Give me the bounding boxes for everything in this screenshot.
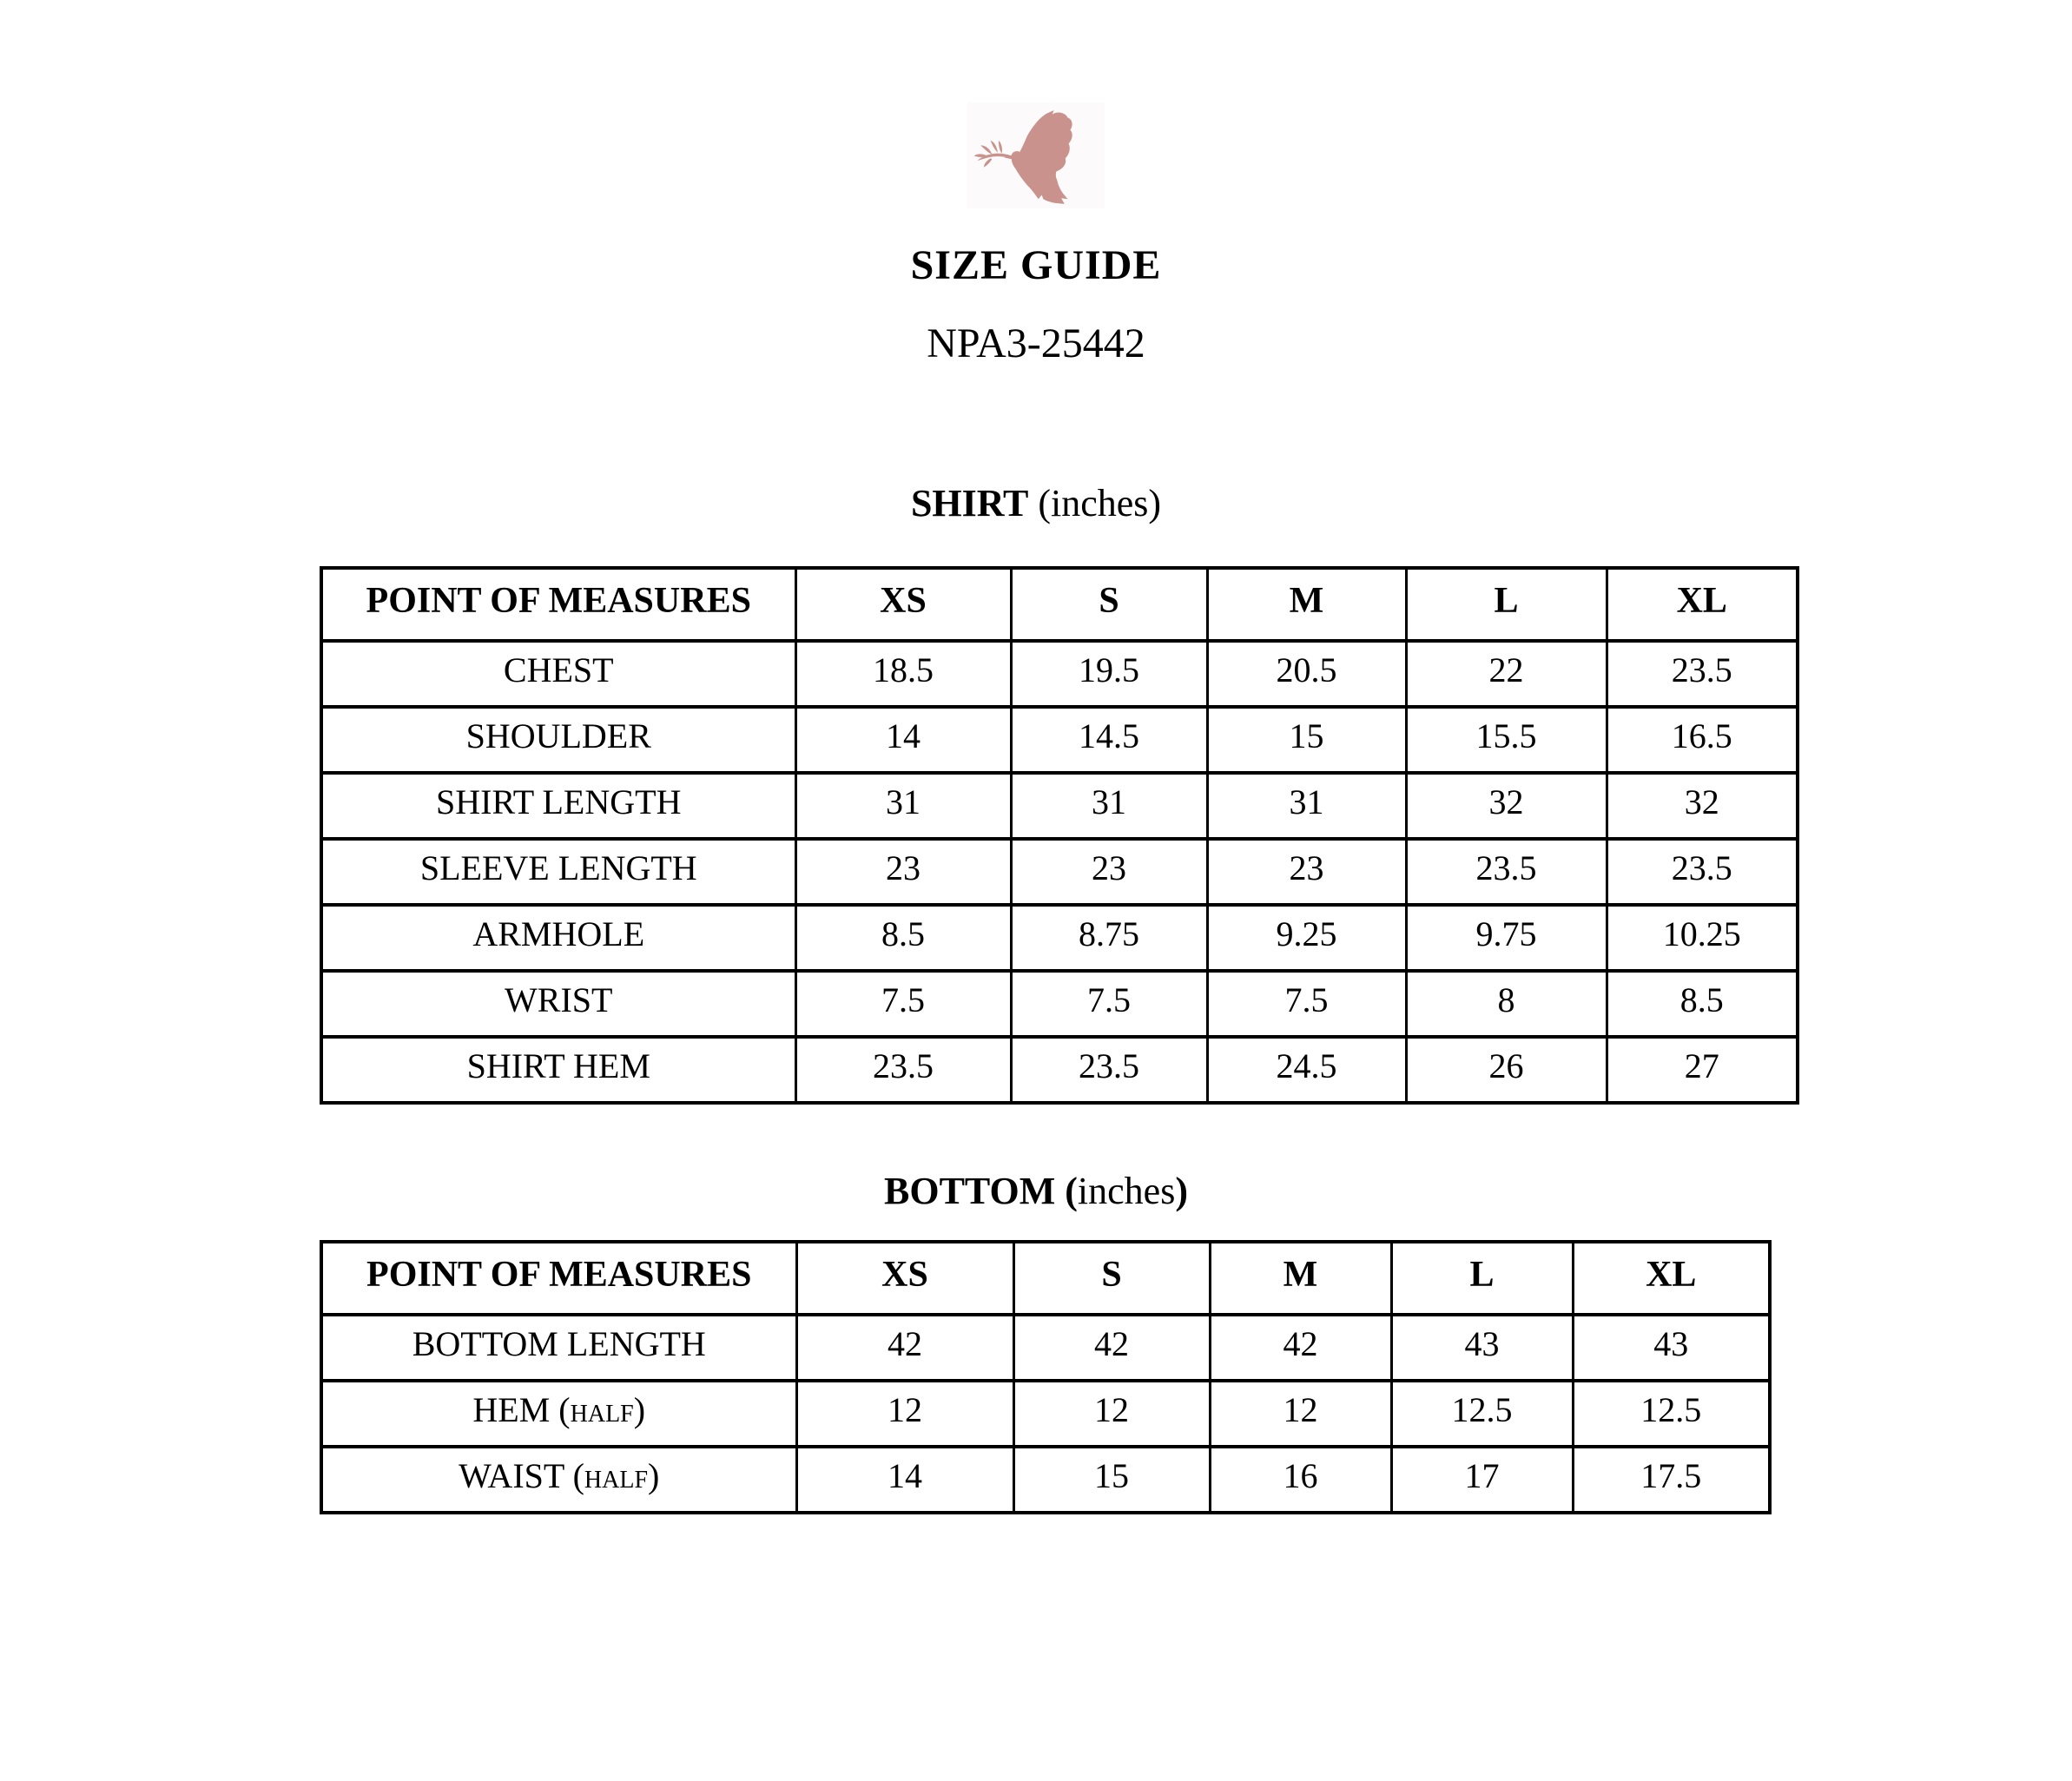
measure-value: 42 [1208, 1313, 1393, 1382]
measure-value: 7.5 [1009, 969, 1209, 1039]
measure-value: 14.5 [1009, 705, 1209, 775]
table-row: ARMHOLE 8.5 8.75 9.25 9.75 10.25 [320, 903, 1799, 973]
measure-value: 17.5 [1571, 1445, 1772, 1514]
table-row: CHEST 18.5 19.5 20.5 22 23.5 [320, 639, 1799, 709]
bottom-heading-bold-end: ) [1175, 1170, 1188, 1212]
measure-value: 12 [795, 1379, 1015, 1448]
column-header: S [1012, 1240, 1211, 1316]
table-row: HEM (HALF) 12 12 12 12.5 12.5 [320, 1379, 1772, 1448]
measure-value: 8.75 [1009, 903, 1209, 973]
bottom-heading-bold: BOTTOM ( [884, 1170, 1078, 1212]
measure-value: 12.5 [1571, 1379, 1772, 1448]
measure-value: 43 [1571, 1313, 1772, 1382]
measure-value: 7.5 [1205, 969, 1408, 1039]
brand-logo [967, 102, 1105, 208]
measure-value: 23 [794, 837, 1013, 907]
measure-value: 9.25 [1205, 903, 1408, 973]
shirt-section-heading: SHIRT (inches) [0, 479, 2072, 528]
measure-value: 23.5 [1605, 639, 1799, 709]
table-header-row: POINT OF MEASURES XS S M L XL [320, 1240, 1772, 1316]
measure-value: 27 [1605, 1035, 1799, 1105]
measure-value: 23.5 [794, 1035, 1013, 1105]
measure-value: 9.75 [1404, 903, 1608, 973]
measure-label: SHOULDER [320, 705, 797, 775]
measure-value: 24.5 [1205, 1035, 1408, 1105]
measure-label: SLEEVE LENGTH [320, 837, 797, 907]
measure-label: WAIST (HALF) [320, 1445, 798, 1514]
measure-value: 14 [794, 705, 1013, 775]
shirt-heading-units: (inches) [1028, 482, 1162, 524]
table-header-row: POINT OF MEASURES XS S M L XL [320, 566, 1799, 643]
measure-value: 31 [1205, 771, 1408, 841]
measure-value: 32 [1404, 771, 1608, 841]
measure-value: 15 [1012, 1445, 1211, 1514]
measure-label: WRIST [320, 969, 797, 1039]
measure-value: 14 [795, 1445, 1015, 1514]
table-row: SHIRT HEM 23.5 23.5 24.5 26 27 [320, 1035, 1799, 1105]
column-header: XS [794, 566, 1013, 643]
bottom-section-heading: BOTTOM (inches) [0, 1167, 2072, 1216]
measure-value: 12.5 [1389, 1379, 1574, 1448]
column-header: XL [1605, 566, 1799, 643]
measure-value: 12 [1208, 1379, 1393, 1448]
measure-value: 19.5 [1009, 639, 1209, 709]
measure-value: 32 [1605, 771, 1799, 841]
measure-value: 26 [1404, 1035, 1608, 1105]
measure-value: 15 [1205, 705, 1408, 775]
column-header: XL [1571, 1240, 1772, 1316]
measure-value: 18.5 [794, 639, 1013, 709]
bottom-heading-units: inches [1077, 1170, 1176, 1212]
table-row: SLEEVE LENGTH 23 23 23 23.5 23.5 [320, 837, 1799, 907]
measure-value: 16 [1208, 1445, 1393, 1514]
measure-value: 8.5 [1605, 969, 1799, 1039]
table-row: SHOULDER 14 14.5 15 15.5 16.5 [320, 705, 1799, 775]
table-row: WAIST (HALF) 14 15 16 17 17.5 [320, 1445, 1772, 1514]
table-row: SHIRT LENGTH 31 31 31 32 32 [320, 771, 1799, 841]
column-header: S [1009, 566, 1209, 643]
measure-label: SHIRT LENGTH [320, 771, 797, 841]
measure-value: 31 [1009, 771, 1209, 841]
measure-value: 22 [1404, 639, 1608, 709]
measure-value: 16.5 [1605, 705, 1799, 775]
measure-value: 10.25 [1605, 903, 1799, 973]
measure-label: HEM (HALF) [320, 1379, 798, 1448]
measure-value: 31 [794, 771, 1013, 841]
shirt-heading-bold: SHIRT [910, 482, 1029, 524]
measure-value: 23.5 [1009, 1035, 1209, 1105]
measure-value: 23.5 [1404, 837, 1608, 907]
page-title: SIZE GUIDE [910, 242, 1162, 288]
measure-value: 42 [1012, 1313, 1211, 1382]
measure-value: 15.5 [1404, 705, 1608, 775]
column-header: POINT OF MEASURES [320, 1240, 798, 1316]
column-header: M [1205, 566, 1408, 643]
column-header: POINT OF MEASURES [320, 566, 797, 643]
column-header: L [1389, 1240, 1574, 1316]
bottom-size-table: POINT OF MEASURES XS S M L XL BOTTOM LEN… [320, 1240, 1772, 1514]
measure-value: 23.5 [1605, 837, 1799, 907]
measure-value: 43 [1389, 1313, 1574, 1382]
shirt-size-table: POINT OF MEASURES XS S M L XL CHEST 18.5… [320, 566, 1799, 1105]
measure-value: 42 [795, 1313, 1015, 1382]
measure-value: 7.5 [794, 969, 1013, 1039]
dove-icon [973, 109, 1072, 204]
column-header: M [1208, 1240, 1393, 1316]
measure-label: ARMHOLE [320, 903, 797, 973]
column-header: L [1404, 566, 1608, 643]
measure-label: SHIRT HEM [320, 1035, 797, 1105]
measure-label: BOTTOM LENGTH [320, 1313, 798, 1382]
measure-value: 17 [1389, 1445, 1574, 1514]
measure-value: 20.5 [1205, 639, 1408, 709]
measure-value: 12 [1012, 1379, 1211, 1448]
measure-label: CHEST [320, 639, 797, 709]
table-row: BOTTOM LENGTH 42 42 42 43 43 [320, 1313, 1772, 1382]
measure-value: 23 [1009, 837, 1209, 907]
measure-value: 23 [1205, 837, 1408, 907]
product-code: NPA3-25442 [927, 320, 1145, 366]
measure-value: 8 [1404, 969, 1608, 1039]
measure-value: 8.5 [794, 903, 1013, 973]
table-row: WRIST 7.5 7.5 7.5 8 8.5 [320, 969, 1799, 1039]
column-header: XS [795, 1240, 1015, 1316]
